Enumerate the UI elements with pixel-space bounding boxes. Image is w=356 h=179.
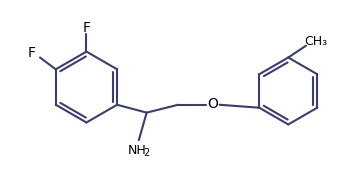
Text: F: F [28, 46, 36, 60]
Text: NH: NH [127, 144, 146, 157]
Text: 2: 2 [143, 148, 150, 158]
Text: CH₃: CH₃ [304, 35, 328, 48]
Text: F: F [83, 21, 90, 35]
Text: O: O [207, 97, 218, 111]
